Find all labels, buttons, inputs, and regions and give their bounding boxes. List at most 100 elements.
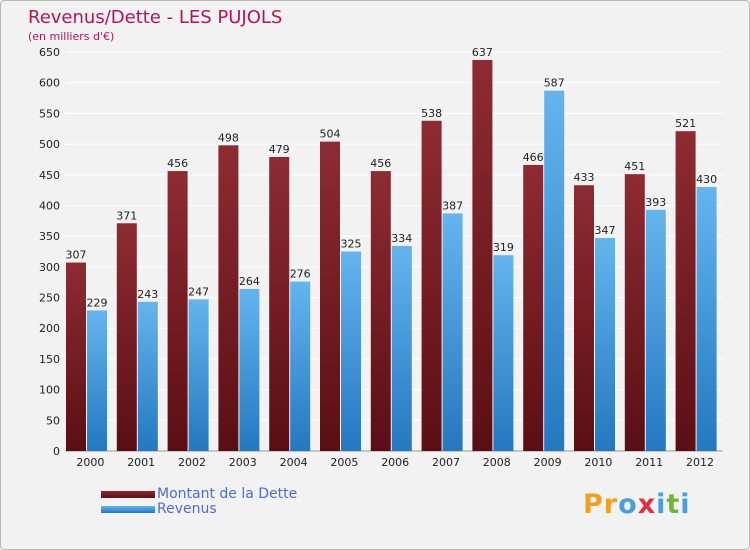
y-tick-label: 300	[39, 261, 60, 274]
y-tick-label: 650	[39, 46, 60, 59]
y-tick-label: 600	[39, 77, 60, 90]
x-tick-label: 2007	[432, 456, 460, 469]
bar-dette	[269, 156, 290, 451]
logo-letter: o	[618, 489, 638, 520]
x-tick-label: 2001	[127, 456, 155, 469]
x-tick-label: 2003	[229, 456, 257, 469]
data-label-dette: 498	[218, 131, 239, 144]
bar-revenus	[696, 187, 717, 452]
data-label-revenus: 393	[645, 196, 666, 209]
legend-label-dette: Montant de la Dette	[157, 486, 298, 502]
data-label-revenus: 229	[87, 296, 108, 309]
y-tick-label: 250	[39, 292, 60, 305]
x-tick-label: 2010	[584, 456, 612, 469]
data-labels: 307 229 371 243 456 247 498 264 479 276 504 325 456 3…	[66, 46, 718, 309]
y-axis-ticks: 0 50 100 150 200 250 300 350 400 450 500 550 600 650	[39, 46, 60, 458]
y-tick-label: 150	[39, 353, 60, 366]
data-label-dette: 538	[421, 107, 442, 120]
data-label-dette: 456	[370, 157, 391, 170]
chart-subtitle: (en milliers d'€)	[28, 30, 115, 43]
bar-dette	[116, 223, 137, 451]
bar-revenus	[341, 251, 361, 451]
legend-swatch-dette	[101, 490, 155, 498]
y-tick-label: 500	[39, 138, 60, 151]
bar-dette	[421, 120, 442, 452]
data-label-dette: 433	[574, 171, 595, 184]
data-label-revenus: 319	[493, 241, 514, 254]
data-label-revenus: 347	[595, 224, 616, 237]
x-tick-label: 2000	[76, 456, 104, 469]
data-label-dette: 479	[269, 143, 290, 156]
bar-dette	[218, 145, 239, 451]
data-label-revenus: 334	[391, 232, 412, 245]
bar-revenus	[645, 209, 666, 451]
y-tick-label: 400	[39, 199, 60, 212]
data-label-dette: 371	[116, 209, 137, 222]
bar-revenus	[87, 310, 107, 451]
bar-dette	[370, 171, 391, 451]
data-label-revenus: 325	[341, 238, 362, 251]
y-tick-label: 50	[46, 414, 60, 427]
y-tick-label: 200	[39, 322, 60, 335]
bar-dette	[167, 171, 188, 451]
logo-letter: P	[583, 489, 604, 520]
data-label-dette: 451	[624, 160, 645, 173]
data-label-revenus: 264	[239, 275, 260, 288]
y-tick-label: 550	[39, 107, 60, 120]
proxiti-logo: Proxiti	[583, 489, 691, 520]
y-tick-label: 450	[39, 169, 60, 182]
x-tick-label: 2009	[534, 456, 562, 469]
chart-title: Revenus/Dette - LES PUJOLS	[28, 7, 283, 28]
bar-dette	[320, 141, 340, 452]
x-axis-ticks: 2000 2001 2002 2003 2004 2005 2006 2007 2008 2009…	[76, 456, 714, 469]
y-tick-label: 0	[53, 445, 60, 458]
data-label-revenus: 587	[544, 77, 565, 90]
bar-revenus	[137, 301, 158, 451]
bar-revenus	[493, 255, 514, 451]
bar-dette	[472, 59, 493, 451]
bar-revenus	[595, 237, 615, 451]
data-label-dette: 637	[472, 46, 493, 59]
bar-dette	[523, 164, 544, 451]
bar-dette	[675, 131, 696, 451]
y-tick-label: 350	[39, 230, 60, 243]
y-tick-label: 100	[39, 384, 60, 397]
bar-revenus	[544, 90, 565, 452]
legend-item-revenus: Revenus	[101, 501, 217, 517]
bar-revenus	[188, 299, 209, 451]
data-label-revenus: 387	[442, 199, 463, 212]
x-tick-label: 2012	[686, 456, 714, 469]
bar-dette	[66, 262, 86, 451]
logo-letter: i	[680, 489, 691, 520]
bar-revenus	[239, 288, 260, 451]
x-tick-label: 2006	[381, 456, 409, 469]
data-label-revenus: 430	[696, 173, 717, 186]
data-label-dette: 521	[675, 117, 696, 130]
logo-letter: x	[637, 489, 657, 520]
data-label-dette: 307	[66, 249, 87, 262]
x-tick-label: 2011	[635, 456, 663, 469]
x-tick-label: 2008	[483, 456, 511, 469]
legend-item-dette: Montant de la Dette	[101, 486, 297, 502]
bar-dette	[574, 185, 594, 451]
data-label-revenus: 276	[290, 268, 311, 281]
data-label-dette: 466	[523, 151, 544, 164]
bars	[66, 59, 717, 452]
data-label-dette: 456	[167, 157, 188, 170]
legend-swatch-revenus	[101, 505, 155, 513]
data-label-revenus: 247	[188, 285, 209, 298]
legend-label-revenus: Revenus	[157, 501, 217, 517]
x-tick-label: 2004	[280, 456, 308, 469]
logo-letter: r	[603, 489, 619, 520]
data-label-revenus: 243	[137, 288, 158, 301]
x-tick-label: 2002	[178, 456, 206, 469]
bar-revenus	[442, 213, 463, 451]
bar-revenus	[290, 281, 311, 451]
bar-dette	[624, 174, 645, 451]
bar-revenus	[391, 245, 412, 451]
logo-letter: t	[666, 489, 681, 520]
data-label-dette: 504	[320, 128, 341, 141]
x-tick-label: 2005	[330, 456, 358, 469]
